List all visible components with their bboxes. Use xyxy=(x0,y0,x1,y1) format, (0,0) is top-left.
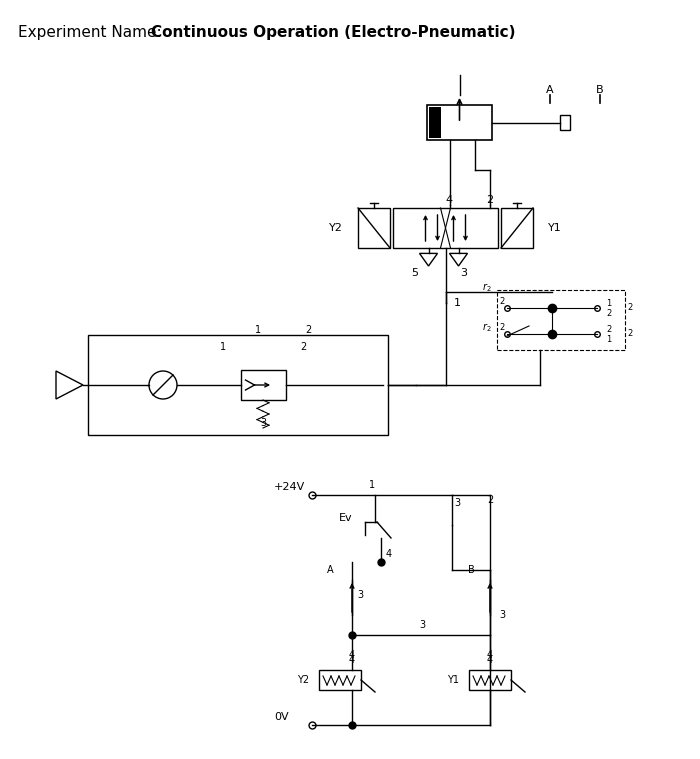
Text: 4: 4 xyxy=(386,549,392,559)
Text: Ev: Ev xyxy=(340,513,353,523)
Text: 1: 1 xyxy=(369,480,375,490)
Text: 1: 1 xyxy=(255,325,261,335)
Bar xyxy=(241,370,286,400)
Text: 3: 3 xyxy=(460,268,467,278)
Text: 5: 5 xyxy=(411,268,418,278)
Text: Y2: Y2 xyxy=(297,675,309,685)
Bar xyxy=(427,105,492,140)
Text: 3: 3 xyxy=(260,418,266,428)
Bar xyxy=(497,290,625,350)
Text: Experiment Name:: Experiment Name: xyxy=(18,25,167,40)
Text: 4: 4 xyxy=(349,650,355,660)
Text: 2: 2 xyxy=(606,325,612,333)
Text: 1: 1 xyxy=(606,335,612,344)
Text: 3: 3 xyxy=(499,610,505,620)
Text: 3: 3 xyxy=(419,620,425,630)
Text: 2: 2 xyxy=(606,308,612,317)
Text: 4: 4 xyxy=(349,655,355,665)
Text: 4: 4 xyxy=(446,195,453,205)
Text: B: B xyxy=(468,565,475,575)
Bar xyxy=(560,115,570,130)
Text: A: A xyxy=(328,565,334,575)
Bar xyxy=(88,335,388,435)
Text: 0V: 0V xyxy=(274,712,288,722)
Text: 2: 2 xyxy=(627,304,633,313)
Bar xyxy=(429,107,441,138)
Text: 2: 2 xyxy=(305,325,311,335)
Text: 1: 1 xyxy=(454,298,461,308)
Text: Continuous Operation (Electro-Pneumatic): Continuous Operation (Electro-Pneumatic) xyxy=(151,25,515,40)
Text: Y2: Y2 xyxy=(329,223,343,233)
Text: 1: 1 xyxy=(220,342,226,352)
Text: 3: 3 xyxy=(454,498,460,508)
Text: 4: 4 xyxy=(487,655,493,665)
Bar xyxy=(501,208,533,248)
Text: 2: 2 xyxy=(300,342,306,352)
Text: B: B xyxy=(596,85,603,95)
Text: 2: 2 xyxy=(499,323,505,332)
Text: 3: 3 xyxy=(357,590,363,600)
Bar xyxy=(358,208,390,248)
Text: $r_2$: $r_2$ xyxy=(482,282,492,294)
Text: 2: 2 xyxy=(486,195,493,205)
Text: 2: 2 xyxy=(487,495,493,505)
Text: 2: 2 xyxy=(627,329,633,339)
Text: 1: 1 xyxy=(606,298,612,307)
Bar xyxy=(393,208,498,248)
Text: 2: 2 xyxy=(499,298,505,307)
Text: 4: 4 xyxy=(487,650,493,660)
Text: $r_2$: $r_2$ xyxy=(482,322,492,335)
Text: +24V: +24V xyxy=(274,482,305,492)
Text: Y1: Y1 xyxy=(447,675,459,685)
Bar xyxy=(319,670,361,690)
Text: A: A xyxy=(546,85,553,95)
Bar xyxy=(469,670,511,690)
Text: Y1: Y1 xyxy=(548,223,562,233)
